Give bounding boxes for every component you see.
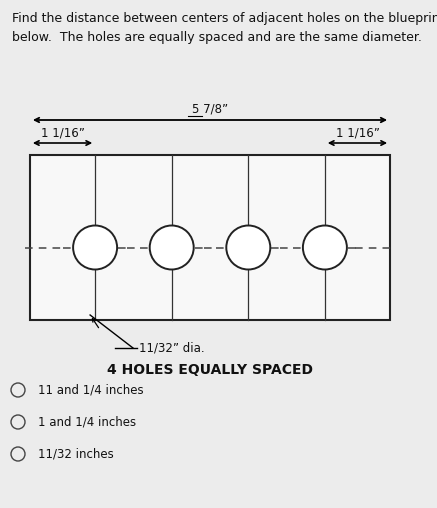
Circle shape — [226, 226, 271, 270]
Circle shape — [11, 447, 25, 461]
Text: Find the distance between centers of adjacent holes on the blueprint
below.  The: Find the distance between centers of adj… — [12, 12, 437, 44]
Text: 11/32” dia.: 11/32” dia. — [139, 341, 205, 355]
Bar — [30, 155, 390, 320]
Circle shape — [303, 226, 347, 270]
Text: 11/32 inches: 11/32 inches — [38, 448, 114, 460]
Circle shape — [11, 415, 25, 429]
Text: 4 HOLES EQUALLY SPACED: 4 HOLES EQUALLY SPACED — [107, 363, 313, 377]
Text: 1 1/16”: 1 1/16” — [41, 127, 84, 140]
Circle shape — [150, 226, 194, 270]
Circle shape — [11, 383, 25, 397]
Circle shape — [73, 226, 117, 270]
Text: 5 7/8”: 5 7/8” — [192, 103, 228, 116]
Text: 1 and 1/4 inches: 1 and 1/4 inches — [38, 416, 136, 429]
Text: 11 and 1/4 inches: 11 and 1/4 inches — [38, 384, 144, 397]
Text: 1 1/16”: 1 1/16” — [336, 127, 379, 140]
